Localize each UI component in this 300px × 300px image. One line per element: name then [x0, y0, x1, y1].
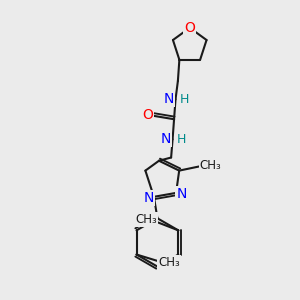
Text: H: H — [177, 133, 186, 146]
Text: CH₃: CH₃ — [200, 159, 222, 172]
Text: H: H — [180, 93, 189, 106]
Text: O: O — [184, 21, 195, 35]
Text: N: N — [164, 92, 174, 106]
Text: N: N — [176, 188, 187, 201]
Text: N: N — [143, 191, 154, 205]
Text: CH₃: CH₃ — [135, 213, 157, 226]
Text: N: N — [161, 132, 171, 146]
Text: CH₃: CH₃ — [158, 256, 180, 269]
Text: O: O — [142, 108, 153, 122]
